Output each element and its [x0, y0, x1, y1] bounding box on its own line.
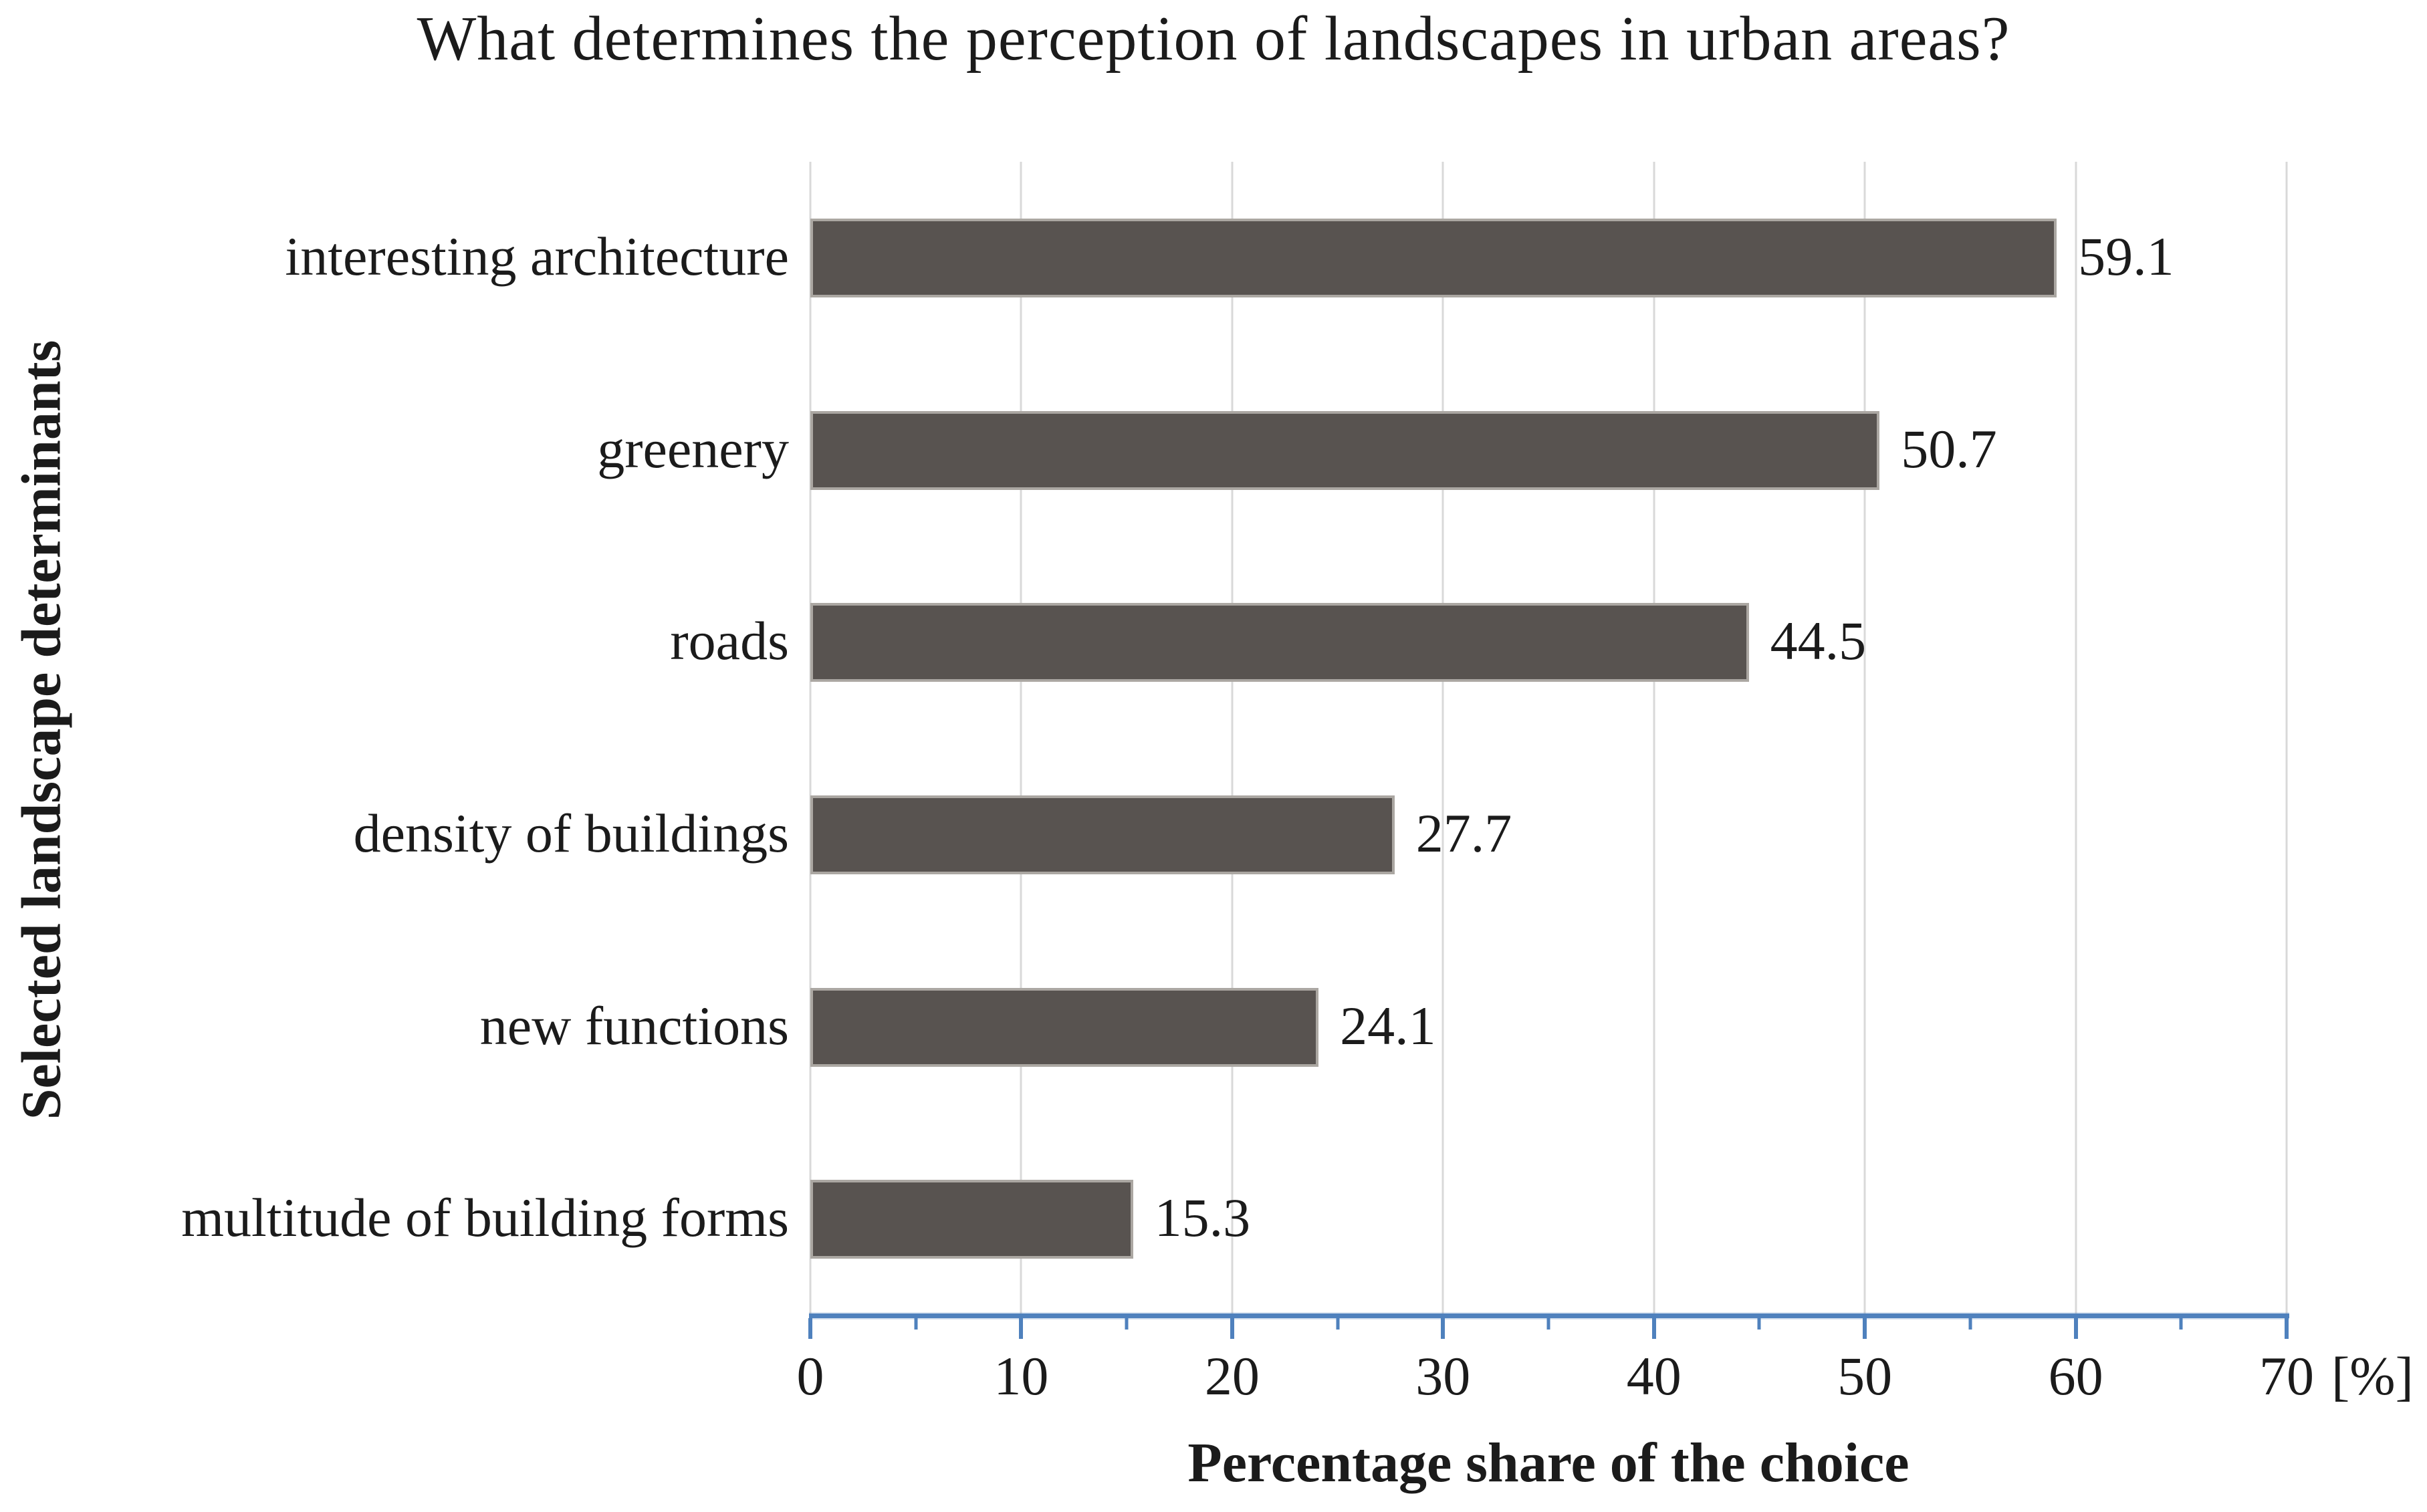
value-label: 44.5 [1770, 610, 1867, 672]
x-axis-minor-tick [1757, 1318, 1761, 1330]
x-axis-major-tick [1441, 1318, 1446, 1339]
category-label: density of buildings [353, 802, 789, 864]
chart-title: What determines the perception of landsc… [417, 4, 2010, 74]
gridline [809, 162, 812, 1315]
x-axis-line [809, 1313, 2289, 1318]
x-axis-tick-label: 0 [796, 1346, 824, 1406]
x-axis-minor-tick [1546, 1318, 1550, 1330]
category-axis-labels: interesting architecture greenery roads den… [0, 162, 789, 1315]
bar [810, 603, 1749, 682]
bar [810, 218, 2057, 297]
x-axis-tick-label: 50 [1837, 1346, 1893, 1406]
gridline [1231, 162, 1234, 1315]
value-label: 59.1 [2078, 225, 2174, 287]
value-label: 50.7 [1901, 418, 1997, 479]
x-axis-tick-label: 70 [2259, 1346, 2314, 1406]
gridline [1863, 162, 1866, 1315]
category-label: greenery [597, 418, 789, 479]
x-axis-ticks [808, 1318, 2289, 1348]
bar [810, 795, 1395, 874]
x-axis-major-tick [2285, 1318, 2289, 1339]
x-axis-minor-tick [2179, 1318, 2183, 1330]
bar [810, 410, 1880, 490]
x-axis-major-tick [2073, 1318, 2078, 1339]
gridline [1020, 162, 1022, 1315]
x-axis-minor-tick [1125, 1318, 1129, 1330]
category-label: interesting architecture [285, 225, 789, 287]
x-axis-unit-label: [%] [2331, 1346, 2414, 1406]
gridline [2075, 162, 2077, 1315]
gridline [1441, 162, 1444, 1315]
x-axis-major-tick [808, 1318, 812, 1339]
bar [810, 987, 1319, 1067]
x-axis-title: Percentage share of the choice [1187, 1432, 1910, 1494]
value-label: 15.3 [1154, 1187, 1251, 1249]
bar [810, 1180, 1133, 1259]
category-label: roads [670, 610, 789, 672]
x-axis-major-tick [1863, 1318, 1867, 1339]
value-label: 24.1 [1340, 995, 1436, 1056]
x-axis-minor-tick [1336, 1318, 1340, 1330]
x-axis-tick-label: 30 [1415, 1346, 1471, 1406]
value-label: 27.7 [1415, 802, 1512, 864]
x-axis-tick-label: 60 [2048, 1346, 2103, 1406]
x-axis-tick-label: 20 [1204, 1346, 1260, 1406]
category-label: multitude of building forms [181, 1187, 789, 1249]
category-label: new functions [479, 995, 789, 1056]
x-axis-tick-label: 10 [994, 1346, 1049, 1406]
x-axis-tick-labels: 0 10 20 30 40 50 60 70 [797, 1345, 2315, 1418]
x-axis-major-tick [1651, 1318, 1656, 1339]
gridline [1653, 162, 1655, 1315]
x-axis-minor-tick [1968, 1318, 1972, 1330]
x-axis-minor-tick [914, 1318, 918, 1330]
gridline [2285, 162, 2288, 1315]
x-axis-major-tick [1230, 1318, 1234, 1339]
plot-area: 59.1 50.7 44.5 27.7 24.1 15.3 [809, 162, 2288, 1315]
x-axis-tick-label: 40 [1626, 1346, 1682, 1406]
x-axis-major-tick [1019, 1318, 1024, 1339]
